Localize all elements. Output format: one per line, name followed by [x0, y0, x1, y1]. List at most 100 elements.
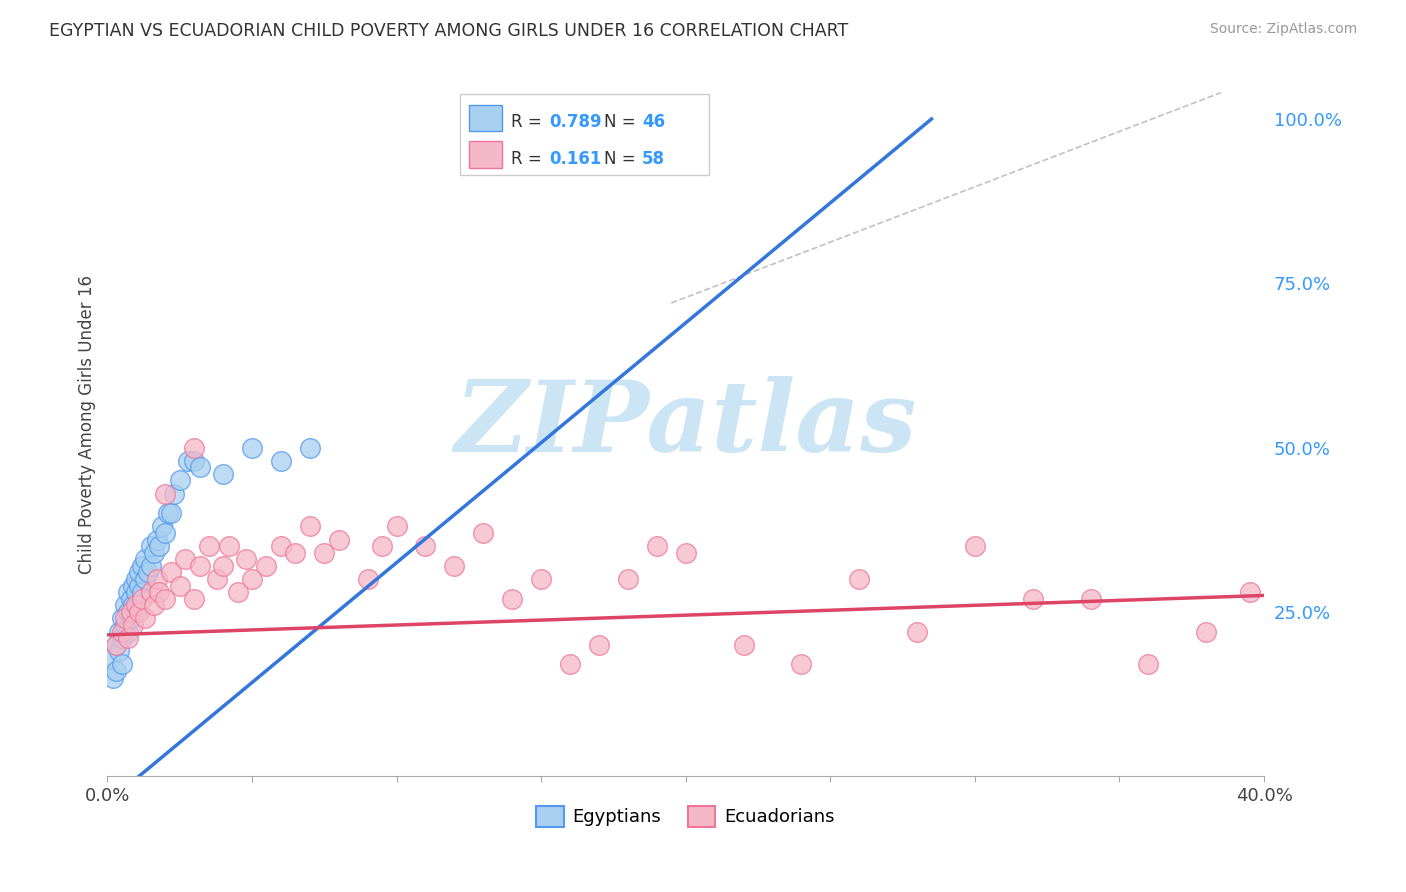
Text: EGYPTIAN VS ECUADORIAN CHILD POVERTY AMONG GIRLS UNDER 16 CORRELATION CHART: EGYPTIAN VS ECUADORIAN CHILD POVERTY AMO…: [49, 22, 848, 40]
Point: [169, 474, 191, 488]
Point: [125, 572, 148, 586]
Point: [117, 624, 139, 639]
Point: [169, 578, 191, 592]
Point: [1022, 591, 1045, 606]
Point: [298, 441, 321, 455]
Point: [120, 591, 142, 606]
Text: 0.789: 0.789: [550, 112, 602, 130]
Point: [284, 546, 307, 560]
Point: [675, 546, 697, 560]
Point: [155, 591, 177, 606]
Point: [139, 539, 162, 553]
Point: [117, 631, 139, 645]
Point: [157, 506, 180, 520]
Point: [128, 605, 150, 619]
Point: [139, 585, 162, 599]
Legend: Egyptians, Ecuadorians: Egyptians, Ecuadorians: [529, 798, 842, 834]
Point: [117, 605, 139, 619]
Point: [122, 618, 145, 632]
Point: [212, 467, 235, 481]
Point: [160, 506, 183, 520]
Point: [128, 578, 150, 592]
Y-axis label: Child Poverty Among Girls Under 16: Child Poverty Among Girls Under 16: [79, 275, 96, 574]
Point: [183, 454, 205, 468]
Point: [270, 539, 292, 553]
Point: [530, 572, 553, 586]
Point: [790, 657, 813, 672]
Point: [226, 585, 249, 599]
Point: [134, 572, 156, 586]
Point: [108, 624, 131, 639]
Point: [197, 539, 219, 553]
Point: [114, 618, 136, 632]
Point: [443, 558, 465, 573]
Point: [356, 572, 378, 586]
Text: Source: ZipAtlas.com: Source: ZipAtlas.com: [1209, 22, 1357, 37]
Point: [114, 611, 136, 625]
Point: [155, 486, 177, 500]
Point: [733, 638, 755, 652]
Point: [177, 454, 200, 468]
Point: [645, 539, 668, 553]
Point: [117, 585, 139, 599]
Point: [501, 591, 523, 606]
Point: [188, 460, 211, 475]
Point: [120, 605, 142, 619]
Point: [114, 599, 136, 613]
Point: [142, 546, 165, 560]
Point: [128, 566, 150, 580]
Point: [145, 572, 167, 586]
Point: [101, 671, 124, 685]
Point: [240, 441, 263, 455]
Text: ZIPatlas: ZIPatlas: [454, 376, 917, 473]
Point: [235, 552, 257, 566]
Point: [125, 605, 148, 619]
Point: [174, 552, 197, 566]
Point: [218, 539, 240, 553]
Point: [150, 519, 173, 533]
Point: [136, 566, 159, 580]
Point: [139, 558, 162, 573]
Text: R =: R =: [510, 150, 553, 168]
Point: [120, 611, 142, 625]
Point: [148, 539, 170, 553]
Point: [415, 539, 437, 553]
Point: [1239, 585, 1261, 599]
Point: [155, 526, 177, 541]
Point: [131, 591, 153, 606]
Point: [1137, 657, 1160, 672]
Point: [163, 486, 186, 500]
Text: 0.161: 0.161: [550, 150, 602, 168]
Point: [125, 599, 148, 613]
Point: [905, 624, 928, 639]
Point: [122, 599, 145, 613]
Point: [111, 657, 134, 672]
Point: [848, 572, 870, 586]
Text: 58: 58: [641, 150, 665, 168]
Text: N =: N =: [603, 150, 641, 168]
Point: [385, 519, 408, 533]
Point: [183, 591, 205, 606]
Point: [1080, 591, 1102, 606]
Point: [111, 624, 134, 639]
Point: [111, 611, 134, 625]
Point: [105, 638, 128, 652]
Point: [588, 638, 610, 652]
Point: [105, 638, 128, 652]
Bar: [470, 141, 502, 168]
Point: [207, 572, 229, 586]
Point: [240, 572, 263, 586]
FancyBboxPatch shape: [460, 94, 709, 175]
Text: R =: R =: [510, 112, 547, 130]
Point: [131, 558, 153, 573]
Point: [134, 611, 156, 625]
Text: N =: N =: [603, 112, 641, 130]
Point: [188, 558, 211, 573]
Point: [145, 533, 167, 547]
Bar: [470, 104, 502, 131]
Point: [160, 566, 183, 580]
Point: [125, 585, 148, 599]
Point: [472, 526, 495, 541]
Point: [212, 558, 235, 573]
Point: [270, 454, 292, 468]
